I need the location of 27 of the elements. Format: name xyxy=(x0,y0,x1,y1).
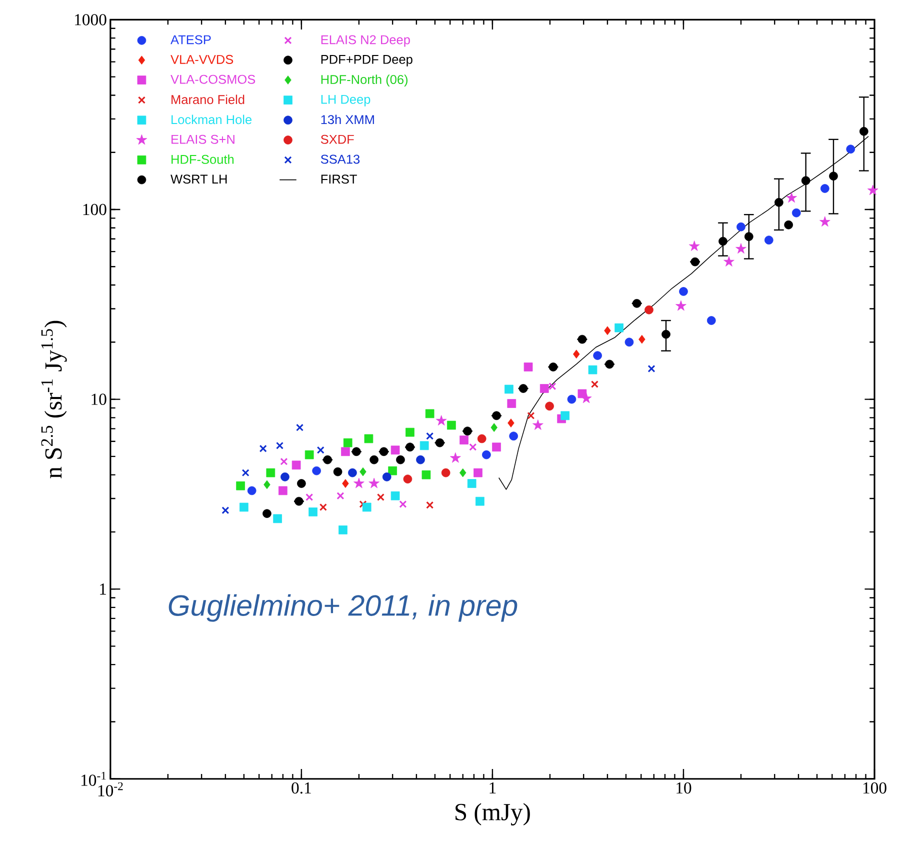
legend-label: SSA13 xyxy=(320,154,360,164)
y-tick-label: 1000 xyxy=(75,14,106,26)
legend-label: ATESP xyxy=(170,35,211,44)
legend-label: ELAIS N2 Deep xyxy=(321,35,410,47)
x-tick-label: 10 xyxy=(676,782,692,794)
legend-label: Lockman Hole xyxy=(172,114,252,124)
legend-label: HDF-South xyxy=(172,154,234,164)
legend-label: VLA-COSMOS xyxy=(170,75,256,84)
legend-label: VLA-VVDS xyxy=(170,55,234,64)
legend-label: 13h XMM xyxy=(321,114,374,124)
y-tick-label: 100 xyxy=(83,204,106,216)
legend-label: PDF+PDF Deep xyxy=(321,55,412,67)
legend-label: FIRST xyxy=(321,174,357,184)
legend-label: LH Deep xyxy=(321,95,370,107)
annotation: Guglielmino+ 2011, in prep xyxy=(168,594,518,622)
legend-label: ELAIS S+N xyxy=(172,135,234,144)
legend-label: WSRT LH xyxy=(170,174,227,184)
x-tick-label: 1 xyxy=(490,782,496,794)
x-tick-label: 100 xyxy=(863,782,886,794)
x-axis-title: S (mJy) xyxy=(456,803,530,826)
y-tick-label: 10 xyxy=(92,394,106,406)
y-axis-title: n S$^{2.5}$ (sr$^{-1}$ Jy$^{1.5}$) xyxy=(41,321,67,478)
legend-label: Marano Field xyxy=(172,94,244,104)
y-tick-label: 1 xyxy=(100,584,106,595)
x-tick-label: 0.1 xyxy=(292,782,311,794)
legend-label: SXDF xyxy=(320,135,354,144)
legend-label: HDF-North (06) xyxy=(321,74,408,87)
